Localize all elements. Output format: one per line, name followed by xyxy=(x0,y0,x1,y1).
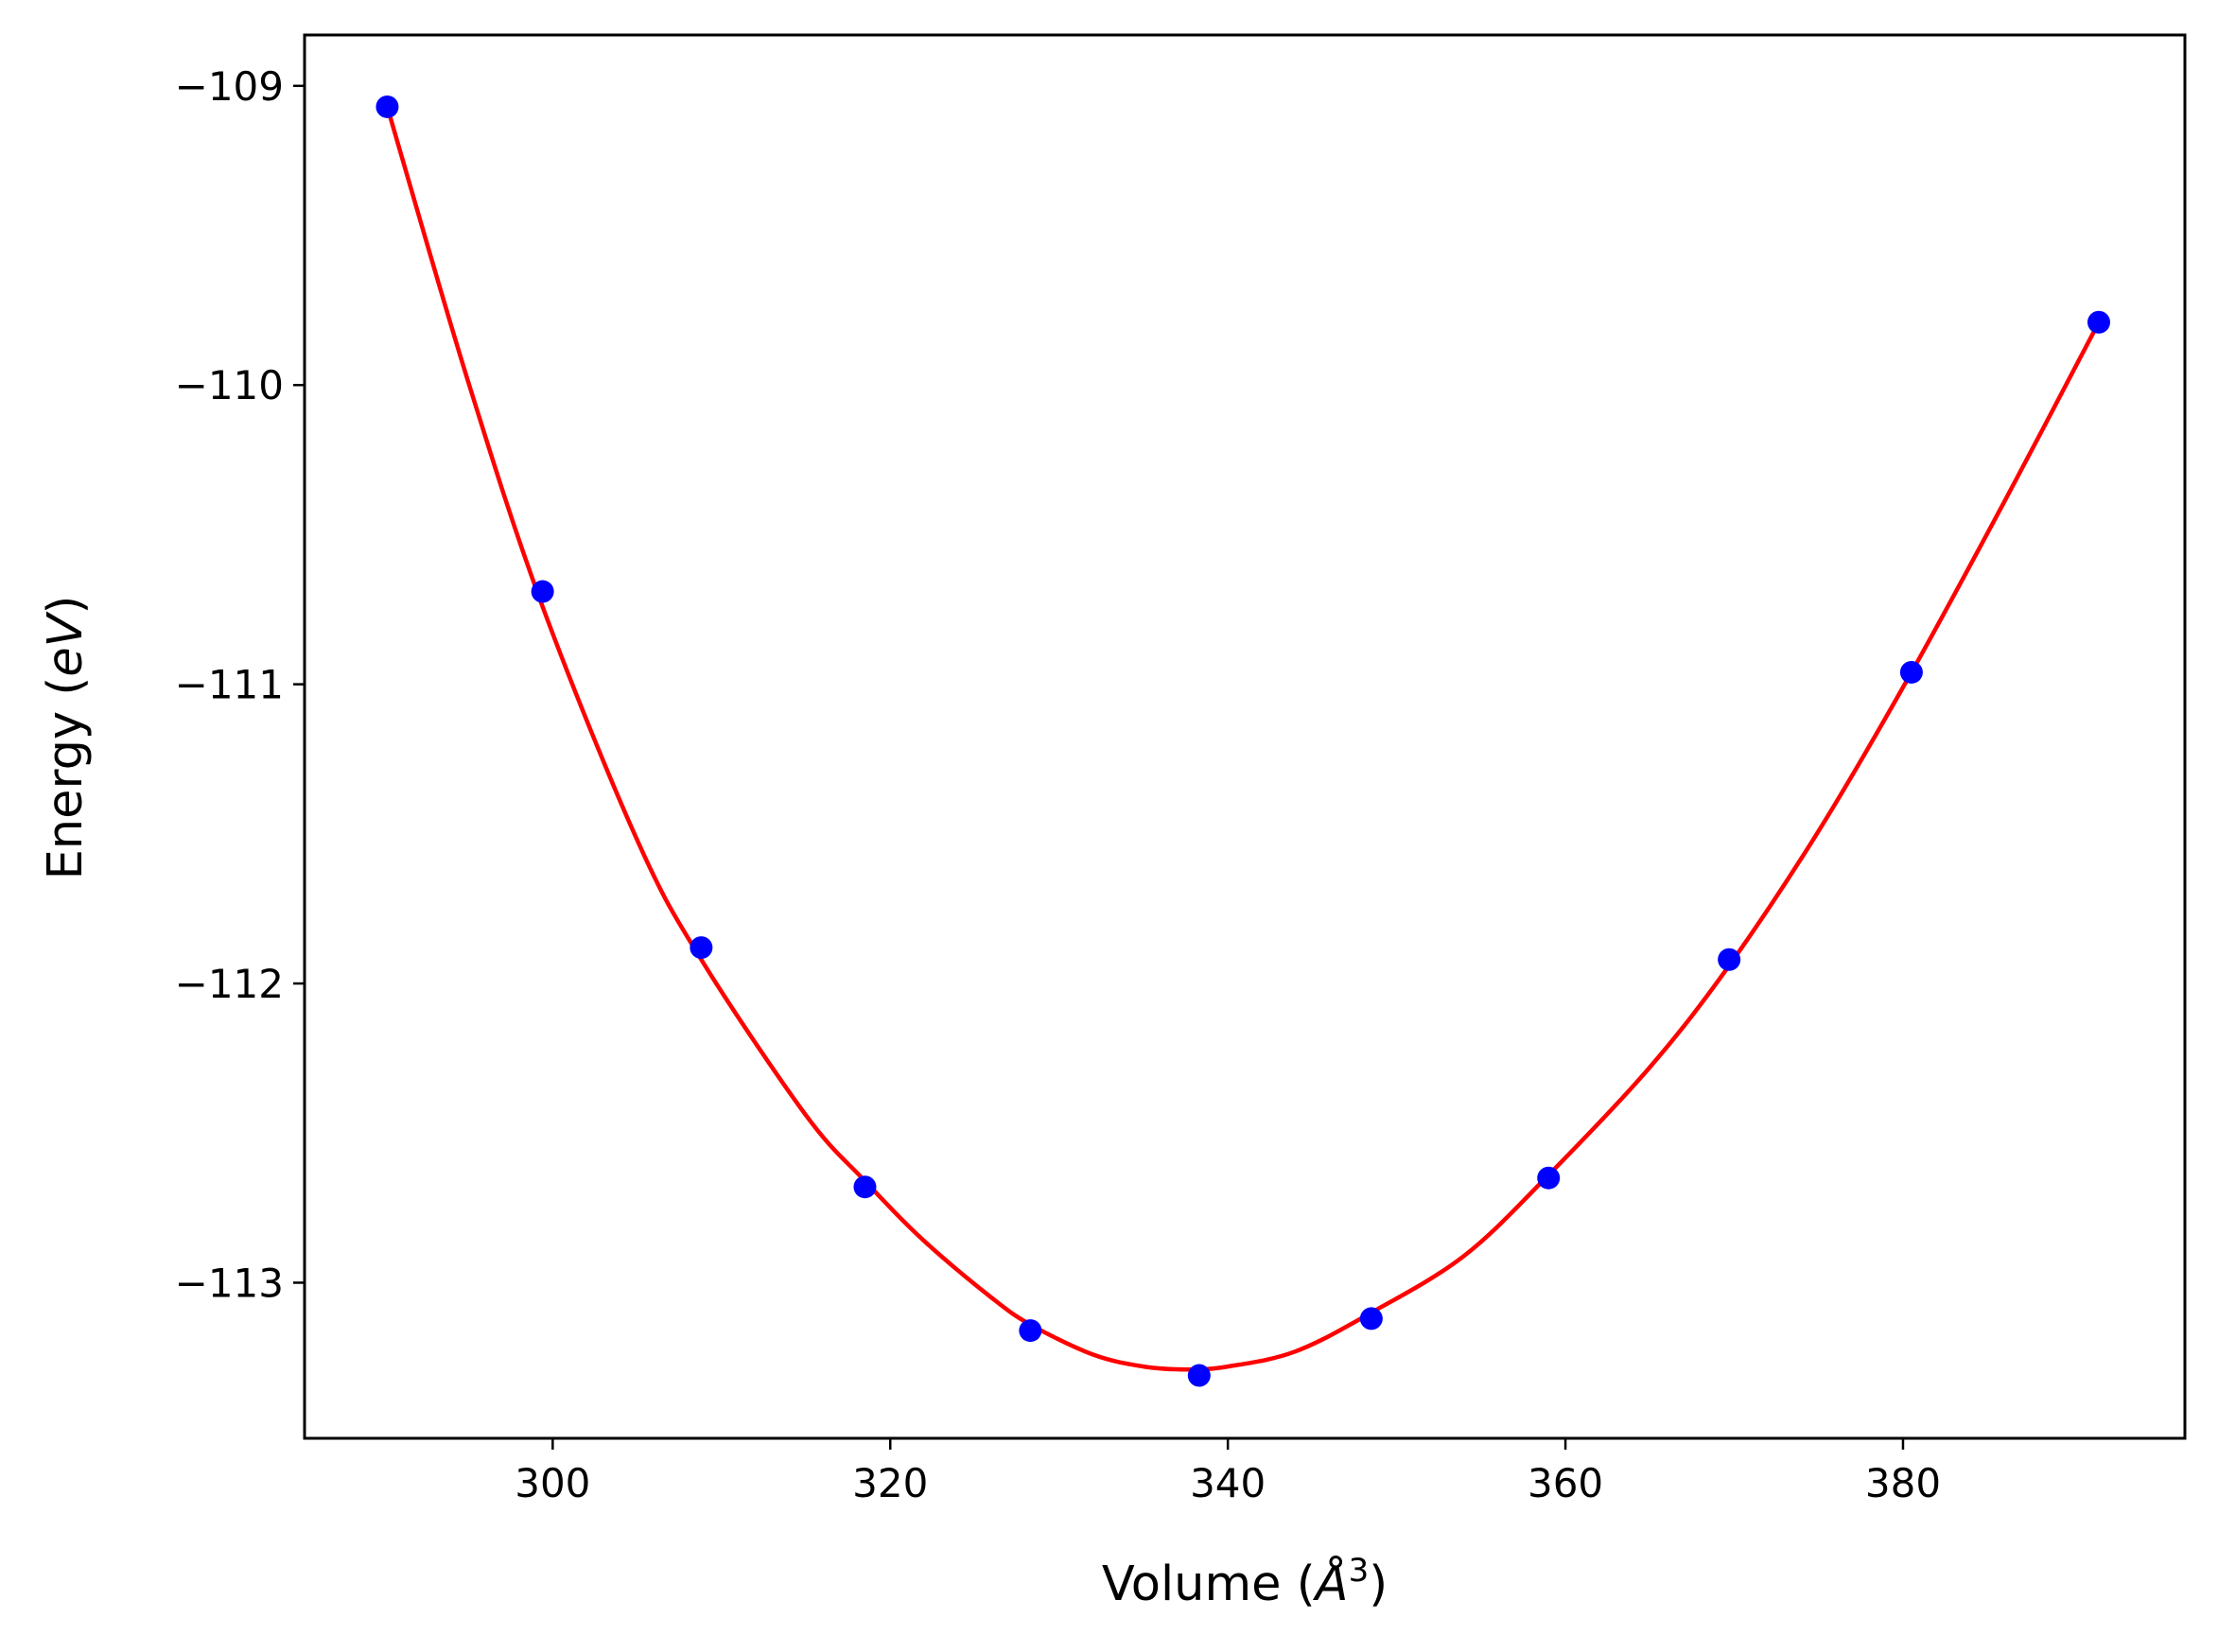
data-point xyxy=(1899,660,1923,684)
data-point xyxy=(1718,948,1741,971)
y-tick-label: −113 xyxy=(175,1260,284,1306)
x-tick-label: 320 xyxy=(852,1460,928,1506)
y-tick-label: −111 xyxy=(175,662,284,708)
x-axis-label-unit: Å xyxy=(1313,1554,1349,1612)
data-point xyxy=(531,580,554,603)
data-point xyxy=(1537,1166,1561,1190)
x-tick-label: 340 xyxy=(1190,1460,1266,1506)
data-point xyxy=(1359,1307,1383,1330)
y-tick-label: −110 xyxy=(175,362,284,409)
data-point xyxy=(1019,1319,1042,1343)
plot-area xyxy=(375,95,2110,1387)
y-tick-label: −112 xyxy=(175,961,284,1007)
y-axis-label-close: ) xyxy=(38,596,94,615)
y-axis-label: Energy (eV) xyxy=(38,596,94,880)
x-tick-label: 300 xyxy=(515,1460,590,1506)
x-axis-label: Volume (Å3) xyxy=(1102,1552,1388,1612)
x-axis-label-close: ) xyxy=(1369,1556,1388,1612)
y-axis-label-unit: eV xyxy=(38,611,94,676)
data-point xyxy=(853,1175,877,1199)
x-tick-label: 360 xyxy=(1528,1460,1603,1506)
data-point xyxy=(1187,1364,1211,1387)
x-tick-label: 380 xyxy=(1865,1460,1941,1506)
data-point xyxy=(690,936,713,960)
data-point xyxy=(375,95,399,118)
data-point xyxy=(2087,310,2110,334)
y-axis-ticks: −109 −110 −111 −112 −113 xyxy=(175,63,305,1306)
y-tick-label: −109 xyxy=(175,63,284,110)
x-axis-label-exponent: 3 xyxy=(1349,1552,1370,1590)
fit-curve-line xyxy=(385,106,2101,1372)
x-axis-ticks: 300 320 340 360 380 xyxy=(515,1438,1941,1506)
plot-frame xyxy=(303,33,2187,1440)
